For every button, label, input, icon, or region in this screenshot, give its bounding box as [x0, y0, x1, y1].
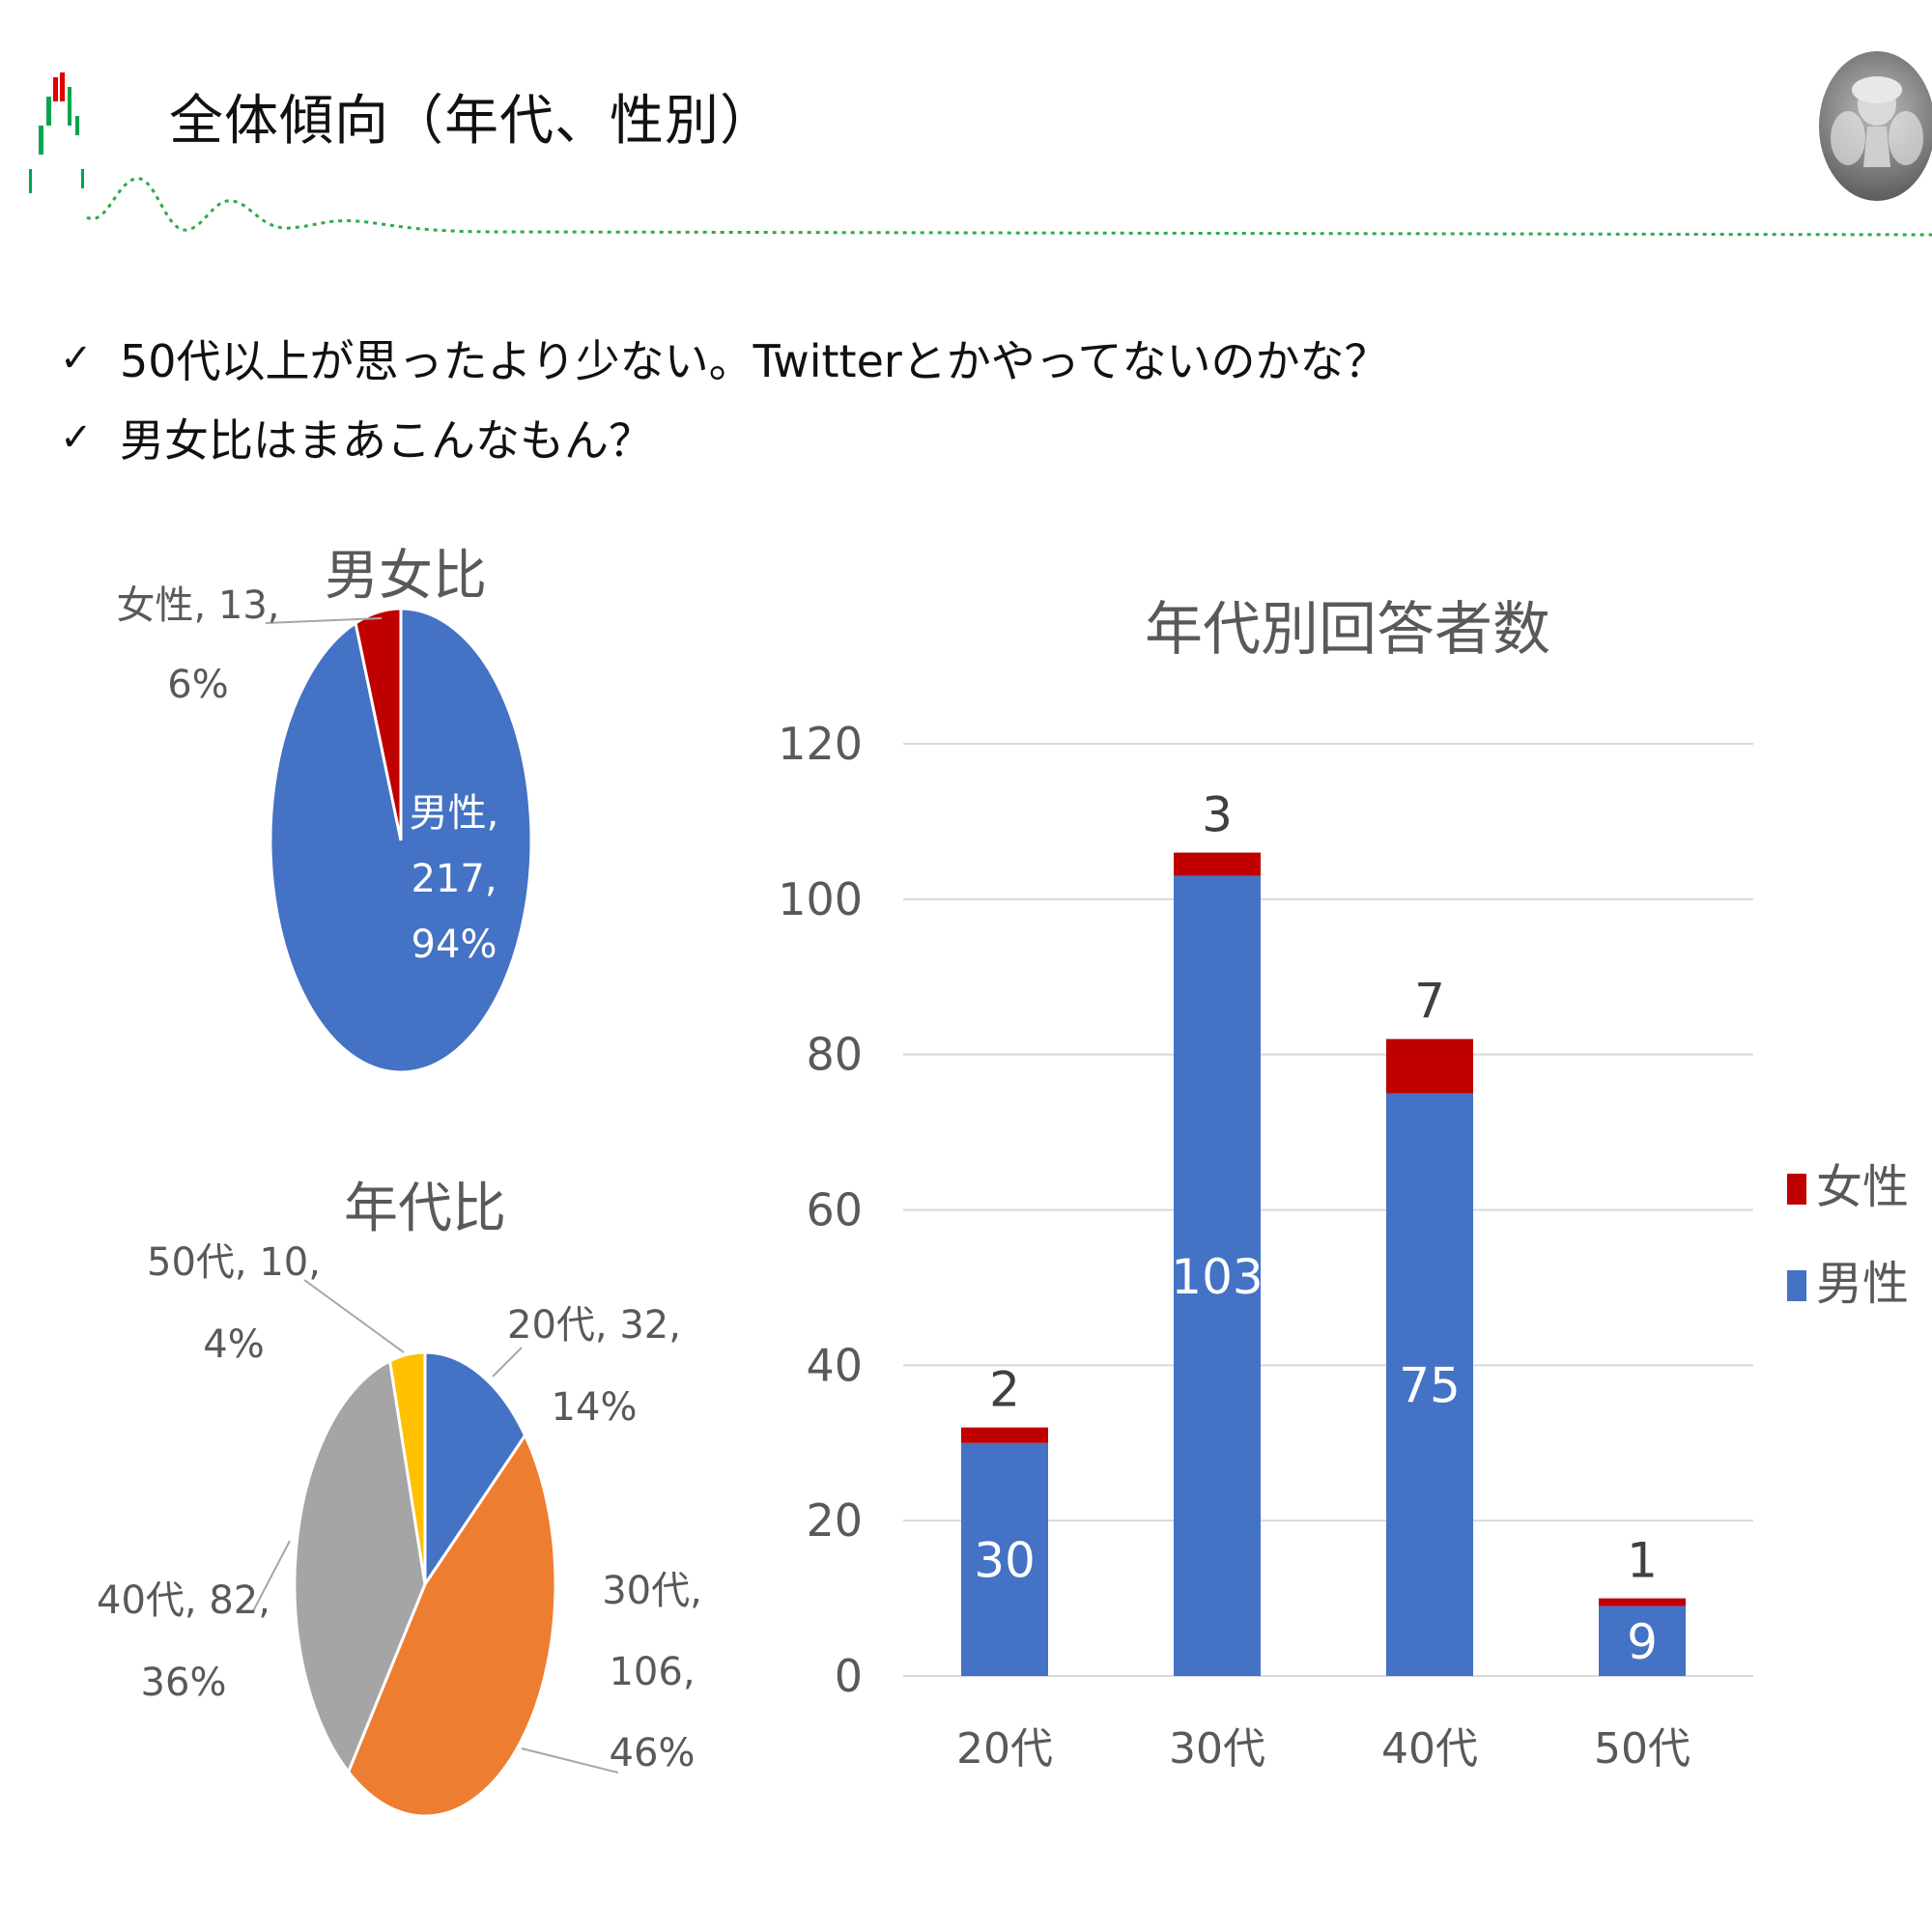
bar-segment [961, 1442, 1048, 1676]
header-decoration [29, 72, 1932, 237]
bar-data-label: 30 [974, 1532, 1036, 1588]
pie-data-label: 男性, [410, 791, 499, 836]
legend-swatch [1787, 1270, 1806, 1301]
pie-data-label: 20代, 32, [507, 1303, 681, 1348]
pie-slice [423, 1350, 527, 1589]
pie-slice [354, 607, 403, 841]
pie-leader-line [521, 1747, 619, 1774]
bar-data-label: 3 [1202, 787, 1233, 843]
dotted-wave-line [86, 177, 1932, 237]
x-tick-label: 30代 [1169, 1724, 1265, 1774]
bar-segment [961, 1427, 1048, 1443]
y-tick-label: 120 [778, 718, 863, 770]
pie-chart-title: 年代比 [344, 1178, 506, 1240]
x-tick-label: 50代 [1594, 1724, 1690, 1774]
pie-data-label: 217, [411, 857, 497, 901]
pie-data-label: 94% [412, 923, 497, 967]
bullet-item: ✓ 50代以上が思ったより少ない。Twitterとかやってないのかな？ [60, 319, 1389, 398]
pie-leader-line [303, 1279, 405, 1353]
bar-data-label: 7 [1414, 974, 1445, 1030]
bar-data-label: 75 [1399, 1357, 1461, 1413]
pie-slice [387, 1350, 427, 1585]
fairy-avatar-icon [1819, 51, 1932, 201]
bar-segment [1599, 1598, 1686, 1606]
bar-segment [1174, 852, 1261, 876]
x-tick-label: 20代 [956, 1724, 1053, 1774]
fairy-figure-icon [1831, 76, 1923, 167]
pie-data-label: 46% [610, 1731, 696, 1776]
pie-data-label: 女性, 13, [116, 583, 279, 628]
pie-chart-title: 男女比 [325, 545, 487, 608]
pie-data-label: 14% [552, 1385, 638, 1430]
bar-segment [1174, 875, 1261, 1676]
pie-leader-line [492, 1347, 523, 1378]
y-tick-label: 40 [806, 1339, 863, 1391]
pie-data-label: 30代, [602, 1569, 702, 1613]
pie-data-label: 106, [609, 1650, 695, 1694]
legend-label: 女性 [1816, 1160, 1909, 1214]
bar-segment [1386, 1093, 1473, 1676]
pie-data-label: 40代, 82, [97, 1578, 270, 1623]
bar-data-label: 2 [989, 1362, 1020, 1418]
bullet-text: 50代以上が思ったより少ない。Twitterとかやってないのかな？ [120, 335, 1389, 387]
candlestick-decoration-icon [29, 72, 84, 193]
bullet-text: 男女比はまあこんなもん？ [120, 414, 653, 467]
legend-label: 男性 [1816, 1257, 1909, 1311]
pie-data-label: 50代, 10, [147, 1240, 321, 1285]
bar-segment [1599, 1605, 1686, 1676]
y-tick-label: 80 [806, 1029, 863, 1081]
y-tick-label: 20 [806, 1494, 863, 1547]
x-tick-label: 40代 [1381, 1724, 1478, 1774]
pie-leader-line [252, 1540, 291, 1612]
bar-data-label: 103 [1171, 1249, 1263, 1305]
y-tick-label: 60 [806, 1184, 863, 1236]
pie-slice [293, 1358, 427, 1776]
pie-data-label: 36% [141, 1661, 227, 1705]
pie-leader-line [265, 617, 383, 624]
check-icon: ✓ [60, 336, 93, 381]
pie-data-label: 4% [203, 1322, 264, 1367]
bar-data-label: 1 [1627, 1533, 1658, 1589]
y-tick-label: 100 [778, 873, 863, 925]
bar-chart-title: 年代別回答者数 [1145, 596, 1550, 664]
bullet-item: ✓ 男女比はまあこんなもん？ [60, 398, 1389, 477]
bullet-list: ✓ 50代以上が思ったより少ない。Twitterとかやってないのかな？ ✓ 男女… [60, 319, 1389, 477]
pie-data-label: 6% [167, 663, 228, 707]
y-tick-label: 0 [835, 1650, 863, 1702]
legend-swatch [1787, 1174, 1806, 1205]
check-icon: ✓ [60, 415, 93, 460]
bar-segment [1386, 1038, 1473, 1094]
bar-data-label: 9 [1627, 1614, 1658, 1670]
slide-title: 全体傾向（年代、性別） [169, 90, 775, 153]
pie-slice [346, 1432, 557, 1818]
